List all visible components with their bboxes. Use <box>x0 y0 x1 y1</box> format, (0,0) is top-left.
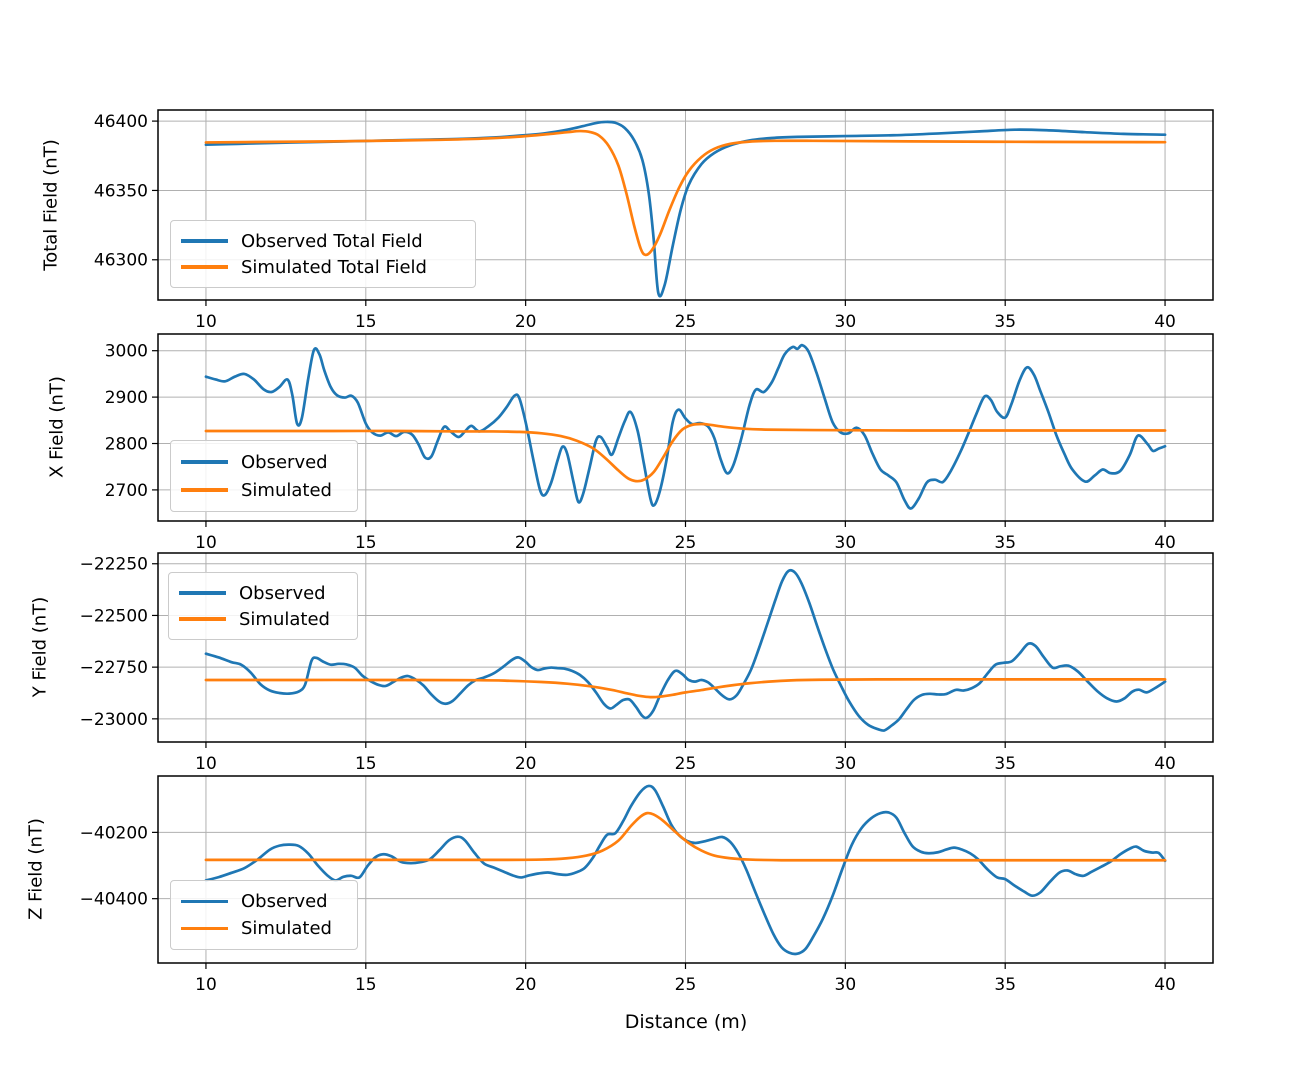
observed-line-swatch <box>179 591 226 595</box>
x-tick-label: 30 <box>835 312 857 332</box>
observed-line-swatch <box>181 239 228 243</box>
legend-entry-observed: Observed <box>179 583 347 604</box>
y-tick-label: −40400 <box>80 890 148 910</box>
simulated-line <box>204 811 1167 862</box>
y-tick-label: −22250 <box>80 555 148 575</box>
legend-y-field: Observed Simulated <box>168 572 358 640</box>
legend-entry-observed: Observed Total Field <box>181 231 465 252</box>
x-tick-label: 35 <box>994 312 1016 332</box>
x-tick-label: 40 <box>1154 754 1176 774</box>
y-tick-label: 46300 <box>94 251 148 271</box>
y-axis-label-x-field: X Field (nT) <box>46 376 68 478</box>
x-tick-label: 15 <box>355 533 377 553</box>
simulated-line-swatch <box>181 926 228 931</box>
legend-label: Observed <box>241 891 328 912</box>
x-tick-label: 25 <box>675 975 697 995</box>
legend-entry-simulated: Simulated <box>181 918 347 939</box>
y-tick-label: −40200 <box>80 823 148 843</box>
x-tick-label: 20 <box>515 312 537 332</box>
y-axis-label-z-field: Z Field (nT) <box>25 818 47 920</box>
y-tick-label: −22500 <box>80 606 148 626</box>
y-tick-label: 3000 <box>105 342 148 362</box>
legend-label: Observed <box>239 582 326 604</box>
simulated-line-swatch <box>179 617 226 621</box>
x-tick-label: 25 <box>675 312 697 332</box>
legend-entry-observed: Observed <box>181 452 347 473</box>
simulated-line <box>204 129 1167 257</box>
simulated-line <box>204 677 1167 699</box>
simulated-line-swatch <box>181 265 228 269</box>
simulated-line <box>204 422 1167 483</box>
legend-total-field: Observed Total Field Simulated Total Fie… <box>170 220 476 288</box>
legend-label: Observed <box>241 451 328 473</box>
x-tick-label: 30 <box>835 975 857 995</box>
y-axis-label-total-field: Total Field (nT) <box>40 139 62 271</box>
y-tick-label: −23000 <box>80 710 148 730</box>
legend-z-field: Observed Simulated <box>170 880 358 950</box>
observed-line <box>204 568 1167 732</box>
legend-entry-simulated: Simulated <box>181 480 347 501</box>
x-tick-label: 15 <box>355 754 377 774</box>
x-tick-label: 25 <box>675 754 697 774</box>
legend-label: Simulated Total Field <box>241 256 427 278</box>
x-tick-label: 10 <box>195 312 217 332</box>
observed-line <box>204 784 1167 956</box>
x-tick-label: 35 <box>994 975 1016 995</box>
x-tick-label: 20 <box>515 754 537 774</box>
y-tick-label: −22750 <box>80 658 148 678</box>
legend-label: Simulated <box>241 918 332 939</box>
y-tick-label: 46350 <box>94 181 148 201</box>
x-tick-label: 40 <box>1154 533 1176 553</box>
y-axis-label-y-field: Y Field (nT) <box>29 596 51 698</box>
x-tick-label: 20 <box>515 533 537 553</box>
y-tick-label: 2900 <box>105 388 148 408</box>
legend-x-field: Observed Simulated <box>170 440 358 512</box>
x-tick-label: 25 <box>675 533 697 553</box>
x-tick-label: 35 <box>994 754 1016 774</box>
x-tick-label: 35 <box>994 533 1016 553</box>
x-tick-label: 10 <box>195 754 217 774</box>
x-tick-label: 10 <box>195 975 217 995</box>
x-tick-label: 20 <box>515 975 537 995</box>
x-tick-label: 40 <box>1154 975 1176 995</box>
x-tick-label: 15 <box>355 975 377 995</box>
observed-line-swatch <box>181 460 228 464</box>
x-tick-label: 10 <box>195 533 217 553</box>
x-tick-label: 30 <box>835 533 857 553</box>
legend-entry-observed: Observed <box>181 891 347 912</box>
legend-label: Observed Total Field <box>241 230 423 252</box>
legend-label: Simulated <box>241 479 332 501</box>
legend-entry-simulated: Simulated Total Field <box>181 257 465 278</box>
x-tick-label: 15 <box>355 312 377 332</box>
y-tick-label: 46400 <box>94 112 148 132</box>
y-tick-label: 2700 <box>105 481 148 501</box>
legend-label: Simulated <box>239 608 330 630</box>
observed-line <box>204 343 1167 510</box>
legend-entry-simulated: Simulated <box>179 609 347 630</box>
x-axis-label: Distance (m) <box>624 1011 748 1033</box>
x-tick-label: 40 <box>1154 312 1176 332</box>
y-tick-label: 2800 <box>105 434 148 454</box>
x-tick-label: 30 <box>835 754 857 774</box>
observed-line-swatch <box>181 899 228 904</box>
simulated-line-swatch <box>181 488 228 492</box>
